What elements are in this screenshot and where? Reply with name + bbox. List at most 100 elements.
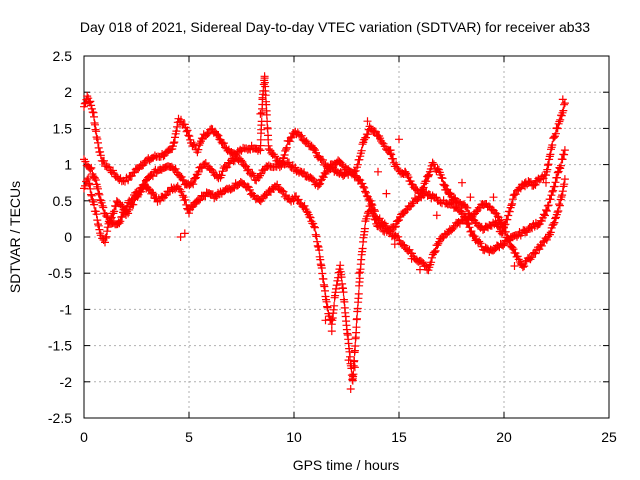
data-point-marker [319, 156, 327, 164]
data-point-marker [463, 203, 472, 212]
data-point-marker [559, 106, 568, 115]
y-tick-label: -1.5 [48, 338, 72, 354]
data-point-marker [297, 131, 306, 140]
data-point-marker [353, 314, 361, 323]
data-point-marker [508, 195, 517, 204]
data-point-marker [351, 171, 360, 180]
data-point-marker [103, 227, 112, 236]
y-tick-label: 2 [64, 84, 72, 100]
data-point-marker [432, 211, 441, 220]
data-point-marker [537, 241, 546, 250]
x-tick-label: 5 [185, 429, 193, 445]
data-point-marker [497, 217, 506, 226]
data-point-marker [490, 245, 499, 254]
data-point-marker [504, 211, 513, 220]
data-point-marker [390, 223, 399, 232]
data-point-marker [93, 182, 102, 191]
data-point-marker [378, 218, 387, 227]
data-point-marker [84, 179, 93, 188]
data-point-marker [102, 212, 111, 220]
data-point-marker [260, 72, 269, 81]
data-point-marker [101, 234, 110, 242]
data-point-marker [401, 167, 410, 176]
data-point-marker [544, 201, 553, 210]
data-point-marker [94, 143, 103, 152]
data-point-marker [114, 218, 123, 227]
data-point-marker [273, 180, 282, 189]
y-axis-title: SDTVAR / TECUs [7, 181, 23, 293]
data-point-marker [118, 201, 127, 210]
data-point-marker [95, 190, 104, 199]
data-point-marker [87, 101, 96, 110]
data-point-marker [88, 195, 97, 204]
data-point-marker [258, 95, 267, 104]
data-point-marker [424, 190, 433, 199]
y-tick-label: 0.5 [53, 193, 73, 209]
x-axis-title: GPS time / hours [293, 457, 400, 473]
data-point-marker [351, 342, 360, 350]
data-point-marker [558, 95, 567, 104]
data-point-marker [313, 241, 322, 250]
data-point-marker [280, 151, 289, 159]
data-point-marker [433, 241, 442, 250]
data-point-marker [350, 363, 359, 372]
data-point-marker [96, 151, 105, 160]
data-point-marker [446, 189, 455, 198]
data-point-marker [549, 220, 558, 229]
data-point-marker [294, 195, 303, 204]
data-point-marker [428, 158, 437, 167]
data-point-marker [505, 236, 514, 245]
data-point-marker [237, 156, 246, 165]
data-point-marker [170, 138, 179, 147]
data-point-marker [256, 171, 264, 180]
data-point-marker [83, 175, 92, 184]
data-point-marker [311, 223, 319, 232]
data-point-marker [439, 180, 448, 189]
data-point-marker [430, 248, 439, 257]
data-point-marker [503, 215, 512, 224]
data-point-marker [545, 152, 554, 161]
data-point-marker [321, 316, 330, 325]
data-point-marker [361, 187, 370, 196]
data-point-marker [110, 207, 119, 216]
data-point-marker [531, 249, 540, 258]
data-point-marker [557, 161, 565, 170]
data-point-marker [94, 220, 102, 229]
x-tick-label: 25 [601, 429, 617, 445]
data-point-marker [553, 208, 562, 217]
data-point-marker [214, 131, 223, 140]
x-tick-label: 10 [286, 429, 302, 445]
data-point-marker [424, 171, 433, 180]
data-point-marker [95, 225, 104, 234]
data-point-marker [354, 289, 363, 298]
data-point-marker [330, 301, 339, 310]
data-point-marker [546, 195, 555, 204]
data-point-marker [182, 127, 191, 136]
data-point-marker [390, 240, 399, 249]
data-point-marker [441, 185, 450, 194]
data-point-marker [196, 139, 205, 148]
data-point-marker [429, 160, 438, 169]
data-point-marker [550, 218, 559, 227]
data-point-marker [357, 146, 366, 155]
data-point-marker [240, 161, 249, 170]
data-point-marker [428, 253, 436, 262]
data-point-marker [93, 216, 102, 225]
y-tick-labels: -2.5 -2 -1.5 -1 -0.5 0 0.5 1 1.5 2 2.5 [48, 48, 72, 426]
data-point-marker [106, 214, 115, 223]
data-point-marker [520, 262, 529, 271]
data-point-marker [107, 213, 116, 222]
data-point-marker [382, 189, 391, 198]
data-point-marker [148, 172, 157, 181]
data-point-marker [217, 171, 226, 180]
data-point-marker [510, 262, 519, 270]
data-point-marker [531, 180, 540, 189]
y-tick-label: 1.5 [53, 120, 73, 136]
data-point-marker [551, 178, 560, 187]
data-point-marker [86, 184, 95, 193]
data-point-marker [395, 135, 403, 144]
x-tick-label: 0 [80, 429, 88, 445]
data-point-marker [178, 191, 187, 200]
data-point-marker [98, 201, 107, 210]
data-point-marker [449, 196, 458, 205]
